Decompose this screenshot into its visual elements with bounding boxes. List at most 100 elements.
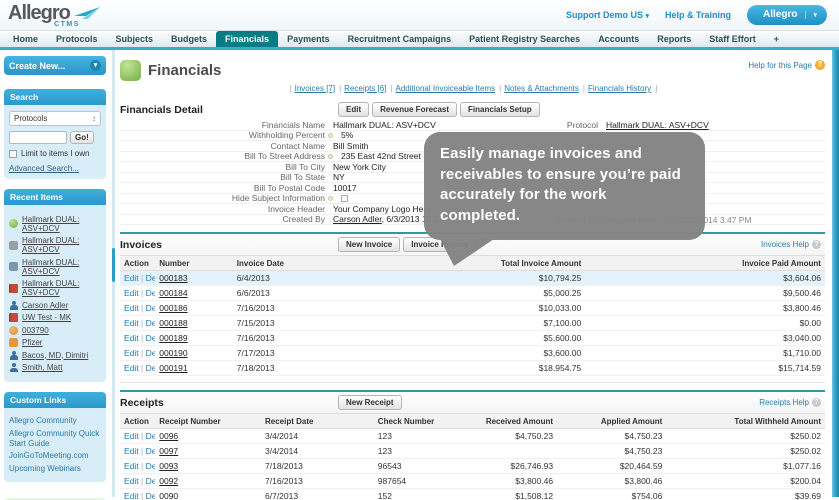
nav-tab[interactable]: Home <box>13 34 39 44</box>
delete-link[interactable]: Del <box>145 431 156 441</box>
nav-tab[interactable]: Accounts <box>598 34 640 44</box>
receipt-number-link[interactable]: 0093 <box>159 461 179 471</box>
nav-tab[interactable]: Payments <box>287 34 330 44</box>
nav-tab[interactable]: Financials <box>216 31 279 47</box>
create-new-button[interactable]: Create New... ▾ <box>4 56 106 75</box>
recent-item-link[interactable]: 003790 <box>22 325 49 335</box>
nav-tab[interactable]: Protocols <box>56 34 98 44</box>
edit-link[interactable]: Edit <box>124 446 146 456</box>
invoice-number-link[interactable]: 000188 <box>159 318 188 328</box>
recent-item: Pfizer <box>9 338 101 347</box>
invoice-date: 6/4/2013 <box>236 273 270 283</box>
invoice-number-link[interactable]: 000189 <box>159 333 188 343</box>
recent-item-link[interactable]: Smith, Matt <box>22 363 63 372</box>
shortcut-link[interactable]: Notes & Attachments <box>499 84 579 93</box>
revenue-forecast-button[interactable]: Revenue Forecast <box>372 102 458 117</box>
delete-link[interactable]: Del <box>145 348 156 358</box>
limit-items-checkbox[interactable] <box>9 149 17 158</box>
delete-link[interactable]: Del <box>145 476 156 486</box>
edit-link[interactable]: Edit <box>124 363 146 373</box>
field-help-icon[interactable] <box>328 153 333 159</box>
shortcut-link[interactable]: Invoices [7] <box>290 84 335 93</box>
scrollbar[interactable] <box>832 50 839 497</box>
custom-link[interactable]: JoinGoToMeeting.com <box>9 451 89 460</box>
invoice-number-link[interactable]: 000183 <box>159 273 188 283</box>
invoice-number-link[interactable]: 000186 <box>159 303 188 313</box>
financials-setup-button[interactable]: Financials Setup <box>460 102 540 117</box>
recent-item-link[interactable]: Carson Adler <box>22 300 69 310</box>
edit-link[interactable]: Edit <box>124 461 146 471</box>
nav-tab[interactable]: Staff Effort <box>709 34 756 44</box>
invoice-number-link[interactable]: 000190 <box>159 348 188 358</box>
nav-tab[interactable]: Patient Registry Searches <box>469 34 581 44</box>
recent-item-link[interactable]: Hallmark DUAL: ASV+DCV <box>22 236 80 254</box>
recent-item-link[interactable]: Hallmark DUAL: ASV+DCV <box>22 257 80 276</box>
edit-link[interactable]: Edit <box>124 491 146 500</box>
new-invoice-button[interactable]: New Invoice <box>338 237 401 252</box>
delete-link[interactable]: Del <box>145 491 156 500</box>
invoice-number-link[interactable]: 000191 <box>159 363 188 373</box>
receipt-number-link[interactable]: 0096 <box>159 431 179 441</box>
delete-link[interactable]: Del <box>145 333 156 343</box>
edit-link[interactable]: Edit <box>124 288 146 298</box>
receipt-number-link[interactable]: 0090 <box>159 491 179 500</box>
search-input[interactable] <box>9 131 67 144</box>
invoices-help-link[interactable]: Invoices Help ? <box>761 240 821 249</box>
field-help-icon[interactable] <box>328 132 333 138</box>
user-menu[interactable]: Support Demo US ▾ <box>565 10 650 20</box>
detail-section-header: Financials Detail Edit Revenue Forecast … <box>120 101 825 118</box>
shortcut-link[interactable]: Receipts [6] <box>339 84 386 93</box>
recent-item-link[interactable]: Pfizer <box>22 338 43 347</box>
recent-item-link[interactable]: Bacos, MD, Dimitri <box>22 350 89 360</box>
help-question-icon: ? <box>812 240 821 249</box>
delete-link[interactable]: Del <box>145 461 156 471</box>
nav-tab[interactable]: Subjects <box>115 34 154 44</box>
delete-link[interactable]: Del <box>145 288 156 298</box>
edit-link[interactable]: Edit <box>124 273 146 283</box>
edit-link[interactable]: Edit <box>124 431 146 441</box>
edit-link[interactable]: Edit <box>124 348 146 358</box>
help-for-page-link[interactable]: Help for this Page ? <box>748 60 825 70</box>
invoice-number-link[interactable]: 000184 <box>159 288 188 298</box>
search-go-button[interactable]: Go! <box>70 131 94 144</box>
nav-tab[interactable]: + <box>773 34 779 44</box>
recycle-bin[interactable]: ♻ Recycle Bin <box>4 498 106 500</box>
sidebar-collapse-handle[interactable] <box>112 248 115 282</box>
field-help-icon[interactable] <box>328 195 333 201</box>
recent-item-link[interactable]: Hallmark DUAL: ASV+DCV <box>22 279 80 297</box>
delete-link[interactable]: Del <box>145 273 156 283</box>
protocol-link[interactable]: Hallmark DUAL: ASV+DCV <box>606 120 709 131</box>
app-menu-button[interactable]: Allegro ▾ <box>747 5 827 25</box>
main-nav: Home Protocols Subjects Budgets Financia… <box>0 30 839 50</box>
search-scope-select[interactable]: Protocols ↕ <box>9 111 101 126</box>
recent-item-link[interactable]: Hallmark DUAL: ASV+DCV <box>22 214 80 233</box>
nav-tab[interactable]: Budgets <box>171 34 208 44</box>
delete-link[interactable]: Del <box>145 446 156 456</box>
shortcut-link[interactable]: Financials History <box>583 84 651 93</box>
edit-link[interactable]: Edit <box>124 333 146 343</box>
edit-link[interactable]: Edit <box>124 476 146 486</box>
new-receipt-button[interactable]: New Receipt <box>338 395 402 410</box>
edit-link[interactable]: Edit <box>124 303 146 313</box>
delete-link[interactable]: Del <box>145 363 156 373</box>
edit-button[interactable]: Edit <box>338 102 370 117</box>
field-value-link[interactable]: Carson Adler <box>333 214 382 225</box>
delete-link[interactable]: Del <box>145 318 156 328</box>
custom-link[interactable]: Allegro Community Quick Start Guide <box>9 428 100 448</box>
nav-tab[interactable]: Reports <box>657 34 692 44</box>
receipt-number-link[interactable]: 0097 <box>159 446 179 456</box>
page-title: Financials <box>148 62 222 79</box>
edit-link[interactable]: Edit <box>124 318 146 328</box>
custom-link[interactable]: Upcoming Webinars <box>9 463 81 473</box>
custom-link[interactable]: Allegro Community <box>9 416 77 425</box>
select-stepper-icon: ↕ <box>92 114 96 123</box>
recent-item-link[interactable]: UW Test - MK <box>22 313 72 322</box>
help-training-link[interactable]: Help & Training <box>665 10 732 20</box>
receipt-number-link[interactable]: 0092 <box>159 476 179 486</box>
advanced-search-link[interactable]: Advanced Search... <box>9 164 79 173</box>
field-value: 10017 <box>333 182 357 193</box>
delete-link[interactable]: Del <box>145 303 156 313</box>
receipts-help-link[interactable]: Receipts Help ? <box>759 398 821 407</box>
shortcut-link[interactable]: Additional Invoiceable Items <box>390 84 496 93</box>
nav-tab[interactable]: Recruitment Campaigns <box>347 34 452 44</box>
